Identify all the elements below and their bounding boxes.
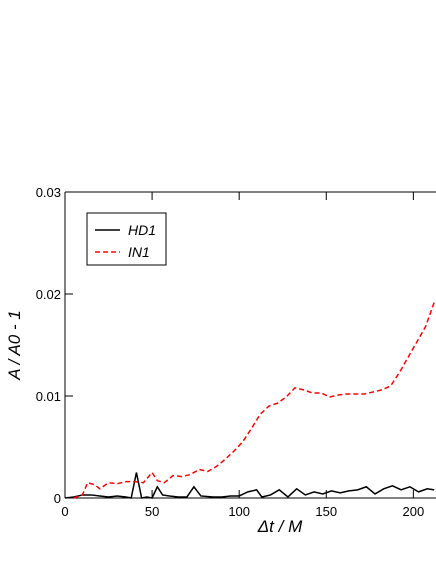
legend-box: [86, 212, 167, 266]
x-axis-label: Δt / M: [257, 517, 303, 536]
x-tick-label: 150: [315, 504, 337, 519]
y-tick-label: 0: [54, 491, 61, 506]
data-line: [73, 301, 435, 499]
y-tick-label: 0.01: [36, 389, 61, 404]
data-line: [64, 472, 435, 499]
x-tick-label: 0: [61, 504, 68, 519]
legend-label: HD1: [128, 222, 156, 238]
x-tick-label: 200: [403, 504, 425, 519]
y-tick-label: 0.03: [36, 185, 61, 200]
y-axis-label: A / A0 - 1: [5, 310, 24, 381]
x-tick-label: 50: [145, 504, 159, 519]
legend-label: IN1: [128, 244, 150, 260]
y-tick-label: 0.02: [36, 287, 61, 302]
x-tick-label: 100: [228, 504, 250, 519]
